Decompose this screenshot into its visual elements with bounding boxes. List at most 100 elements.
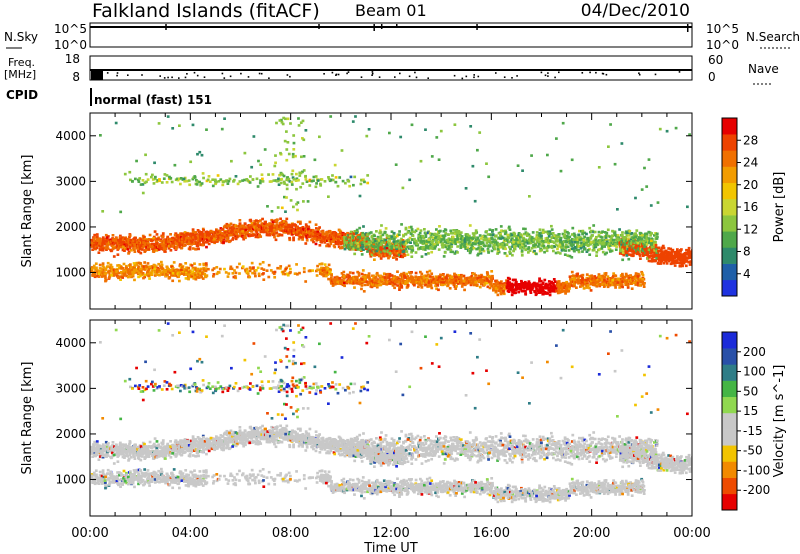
echo-cell xyxy=(472,283,476,287)
echo-cell xyxy=(179,182,182,186)
echo-cell xyxy=(109,267,113,271)
echo-cell xyxy=(178,245,182,249)
echo-cell xyxy=(111,234,115,237)
echo-cell xyxy=(437,158,441,161)
echo-cell xyxy=(456,229,459,233)
echo-cell xyxy=(379,236,383,239)
echo-cell xyxy=(122,245,125,249)
echo-cell xyxy=(295,177,299,180)
echo-cell xyxy=(184,277,188,280)
echo-cell xyxy=(534,245,537,249)
echo-cell xyxy=(437,280,441,284)
echo-cell xyxy=(174,178,178,181)
echo-cell xyxy=(490,270,494,273)
echo-cell xyxy=(148,245,152,248)
echo-cell xyxy=(117,240,121,243)
nave-dot xyxy=(547,75,549,77)
echo-cell xyxy=(219,178,223,181)
echo-cell xyxy=(142,237,146,241)
echo-cell xyxy=(145,265,149,268)
echo-cell xyxy=(526,232,529,235)
echo-cell xyxy=(384,238,387,242)
echo-cell xyxy=(535,240,539,243)
echo-cell xyxy=(232,226,236,230)
echo-cell xyxy=(475,283,479,287)
nave-dot xyxy=(544,74,547,77)
station-title: Falkland Islands (fitACF) xyxy=(92,0,320,22)
nave-dot xyxy=(516,75,518,77)
echo-cell xyxy=(330,231,333,235)
echo-cell xyxy=(279,217,282,221)
echo-cell xyxy=(506,281,510,285)
echo-cell xyxy=(176,239,179,243)
echo-cell xyxy=(165,181,169,184)
echo-cell xyxy=(464,242,467,246)
echo-cell xyxy=(544,237,548,240)
echo-cell xyxy=(377,280,381,283)
echo-cell xyxy=(157,262,161,266)
echo-cell xyxy=(214,182,218,185)
echo-cell xyxy=(235,235,239,239)
nave-dot xyxy=(371,72,374,75)
echo-cell xyxy=(92,237,96,240)
echo-cell xyxy=(220,127,224,131)
echo-cell xyxy=(446,240,450,244)
echo-cell xyxy=(336,239,340,242)
echo-cell xyxy=(152,236,156,240)
echo-cell xyxy=(385,246,389,250)
echo-cell xyxy=(182,237,186,240)
echo-cell xyxy=(548,282,552,286)
echo-cell xyxy=(418,231,422,235)
echo-cell xyxy=(293,223,297,227)
echo-cell xyxy=(189,160,193,164)
echo-cell xyxy=(476,277,480,280)
echo-cell xyxy=(350,243,353,247)
echo-cell xyxy=(211,184,215,188)
echo-cell xyxy=(420,284,423,287)
echo-cell xyxy=(418,238,422,241)
echo-cell xyxy=(303,232,307,236)
echo-cell xyxy=(214,180,218,184)
echo-cell xyxy=(362,290,366,293)
echo-cell xyxy=(404,226,408,230)
echo-cell xyxy=(474,242,477,246)
echo-cell xyxy=(289,271,292,274)
echo-cell xyxy=(202,268,206,271)
echo-cell xyxy=(365,237,369,241)
echo-cell xyxy=(96,239,100,243)
echo-cell xyxy=(456,251,459,254)
nave-dot xyxy=(415,76,418,79)
echo-cell xyxy=(305,232,308,236)
echo-cell xyxy=(296,229,300,232)
echo-cell xyxy=(411,238,414,241)
echo-cell xyxy=(202,229,205,232)
echo-cell xyxy=(272,179,276,182)
nave-dot xyxy=(247,76,250,78)
echo-cell xyxy=(170,180,174,184)
echo-cell xyxy=(430,155,434,158)
echo-cell xyxy=(514,244,518,248)
echo-cell xyxy=(129,274,132,278)
echo-cell xyxy=(278,173,281,177)
echo-cell xyxy=(238,262,241,266)
echo-cell xyxy=(345,275,349,279)
echo-cell xyxy=(418,277,421,281)
echo-cell xyxy=(241,230,245,233)
echo-cell xyxy=(381,251,385,255)
echo-cell xyxy=(253,269,257,273)
echo-cell xyxy=(431,239,434,243)
echo-cell xyxy=(495,284,498,287)
echo-cell xyxy=(543,250,546,254)
echo-cell xyxy=(468,239,471,242)
echo-cell xyxy=(529,289,532,293)
echo-cell xyxy=(491,240,495,243)
echo-cell xyxy=(420,275,423,278)
echo-cell xyxy=(92,239,96,243)
echo-cell xyxy=(304,280,308,283)
echo-cell xyxy=(160,260,163,264)
nave-dot xyxy=(605,73,608,76)
echo-cell xyxy=(330,240,334,243)
nave-dot xyxy=(414,71,416,74)
echo-cell xyxy=(472,242,475,245)
echo-cell xyxy=(398,239,402,243)
